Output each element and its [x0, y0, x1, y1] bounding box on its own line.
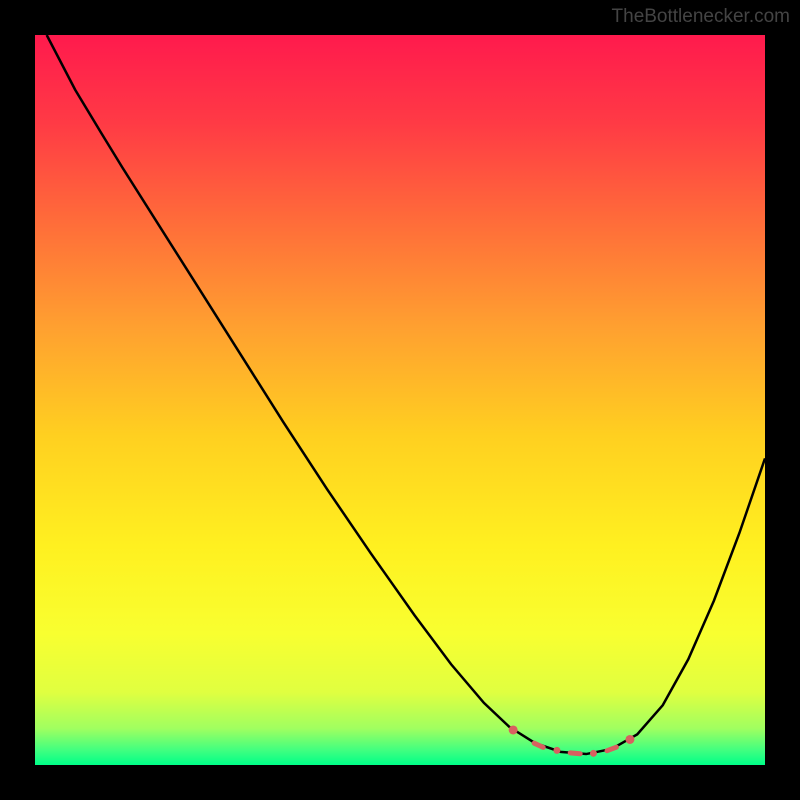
watermark-text: TheBottlenecker.com — [612, 6, 790, 28]
marker-dash — [570, 753, 580, 754]
marker-dot — [625, 735, 634, 744]
marker-dot — [553, 747, 560, 754]
marker-dot — [509, 725, 518, 734]
plot-background-gradient — [35, 35, 765, 765]
chart-svg — [0, 0, 800, 800]
marker-dash — [607, 747, 616, 751]
root-container: TheBottlenecker.com — [0, 0, 800, 800]
marker-dot — [590, 750, 597, 757]
